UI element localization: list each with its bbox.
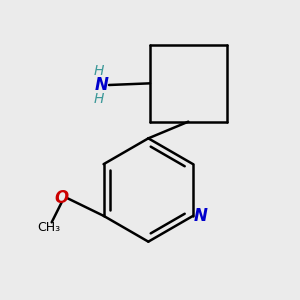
Text: H: H — [93, 92, 104, 106]
Text: N: N — [95, 76, 109, 94]
Text: N: N — [194, 207, 207, 225]
Text: H: H — [93, 64, 104, 78]
Text: O: O — [55, 189, 69, 207]
Text: CH₃: CH₃ — [37, 221, 60, 234]
